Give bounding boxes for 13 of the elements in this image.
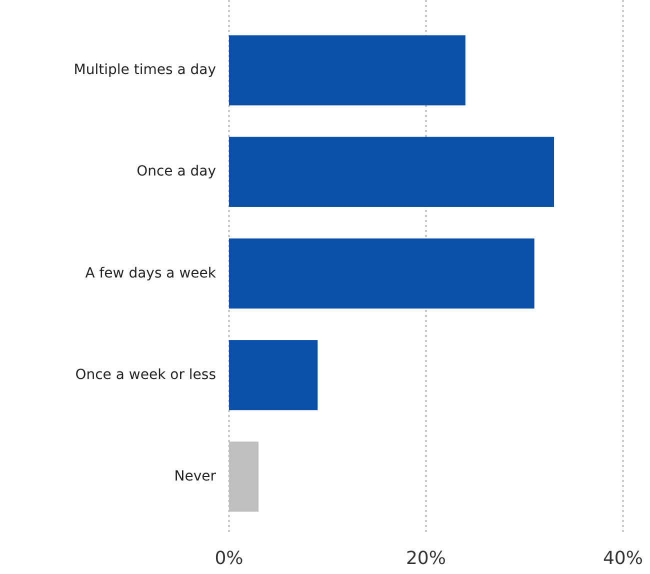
bar: [229, 442, 259, 512]
bar: [229, 35, 466, 106]
y-tick-label: Multiple times a day: [74, 62, 216, 78]
y-tick-label: Once a day: [136, 164, 216, 180]
bar: [229, 238, 534, 309]
x-tick-label: 40%: [602, 548, 644, 569]
x-tick-label: 20%: [406, 548, 446, 569]
bar: [229, 340, 318, 410]
bar: [229, 136, 554, 207]
y-tick-label: Once a week or less: [75, 366, 216, 383]
x-tick-label: 0%: [214, 548, 244, 569]
y-tick-label: Never: [174, 468, 216, 485]
y-tick-label: A few days a week: [85, 265, 217, 282]
